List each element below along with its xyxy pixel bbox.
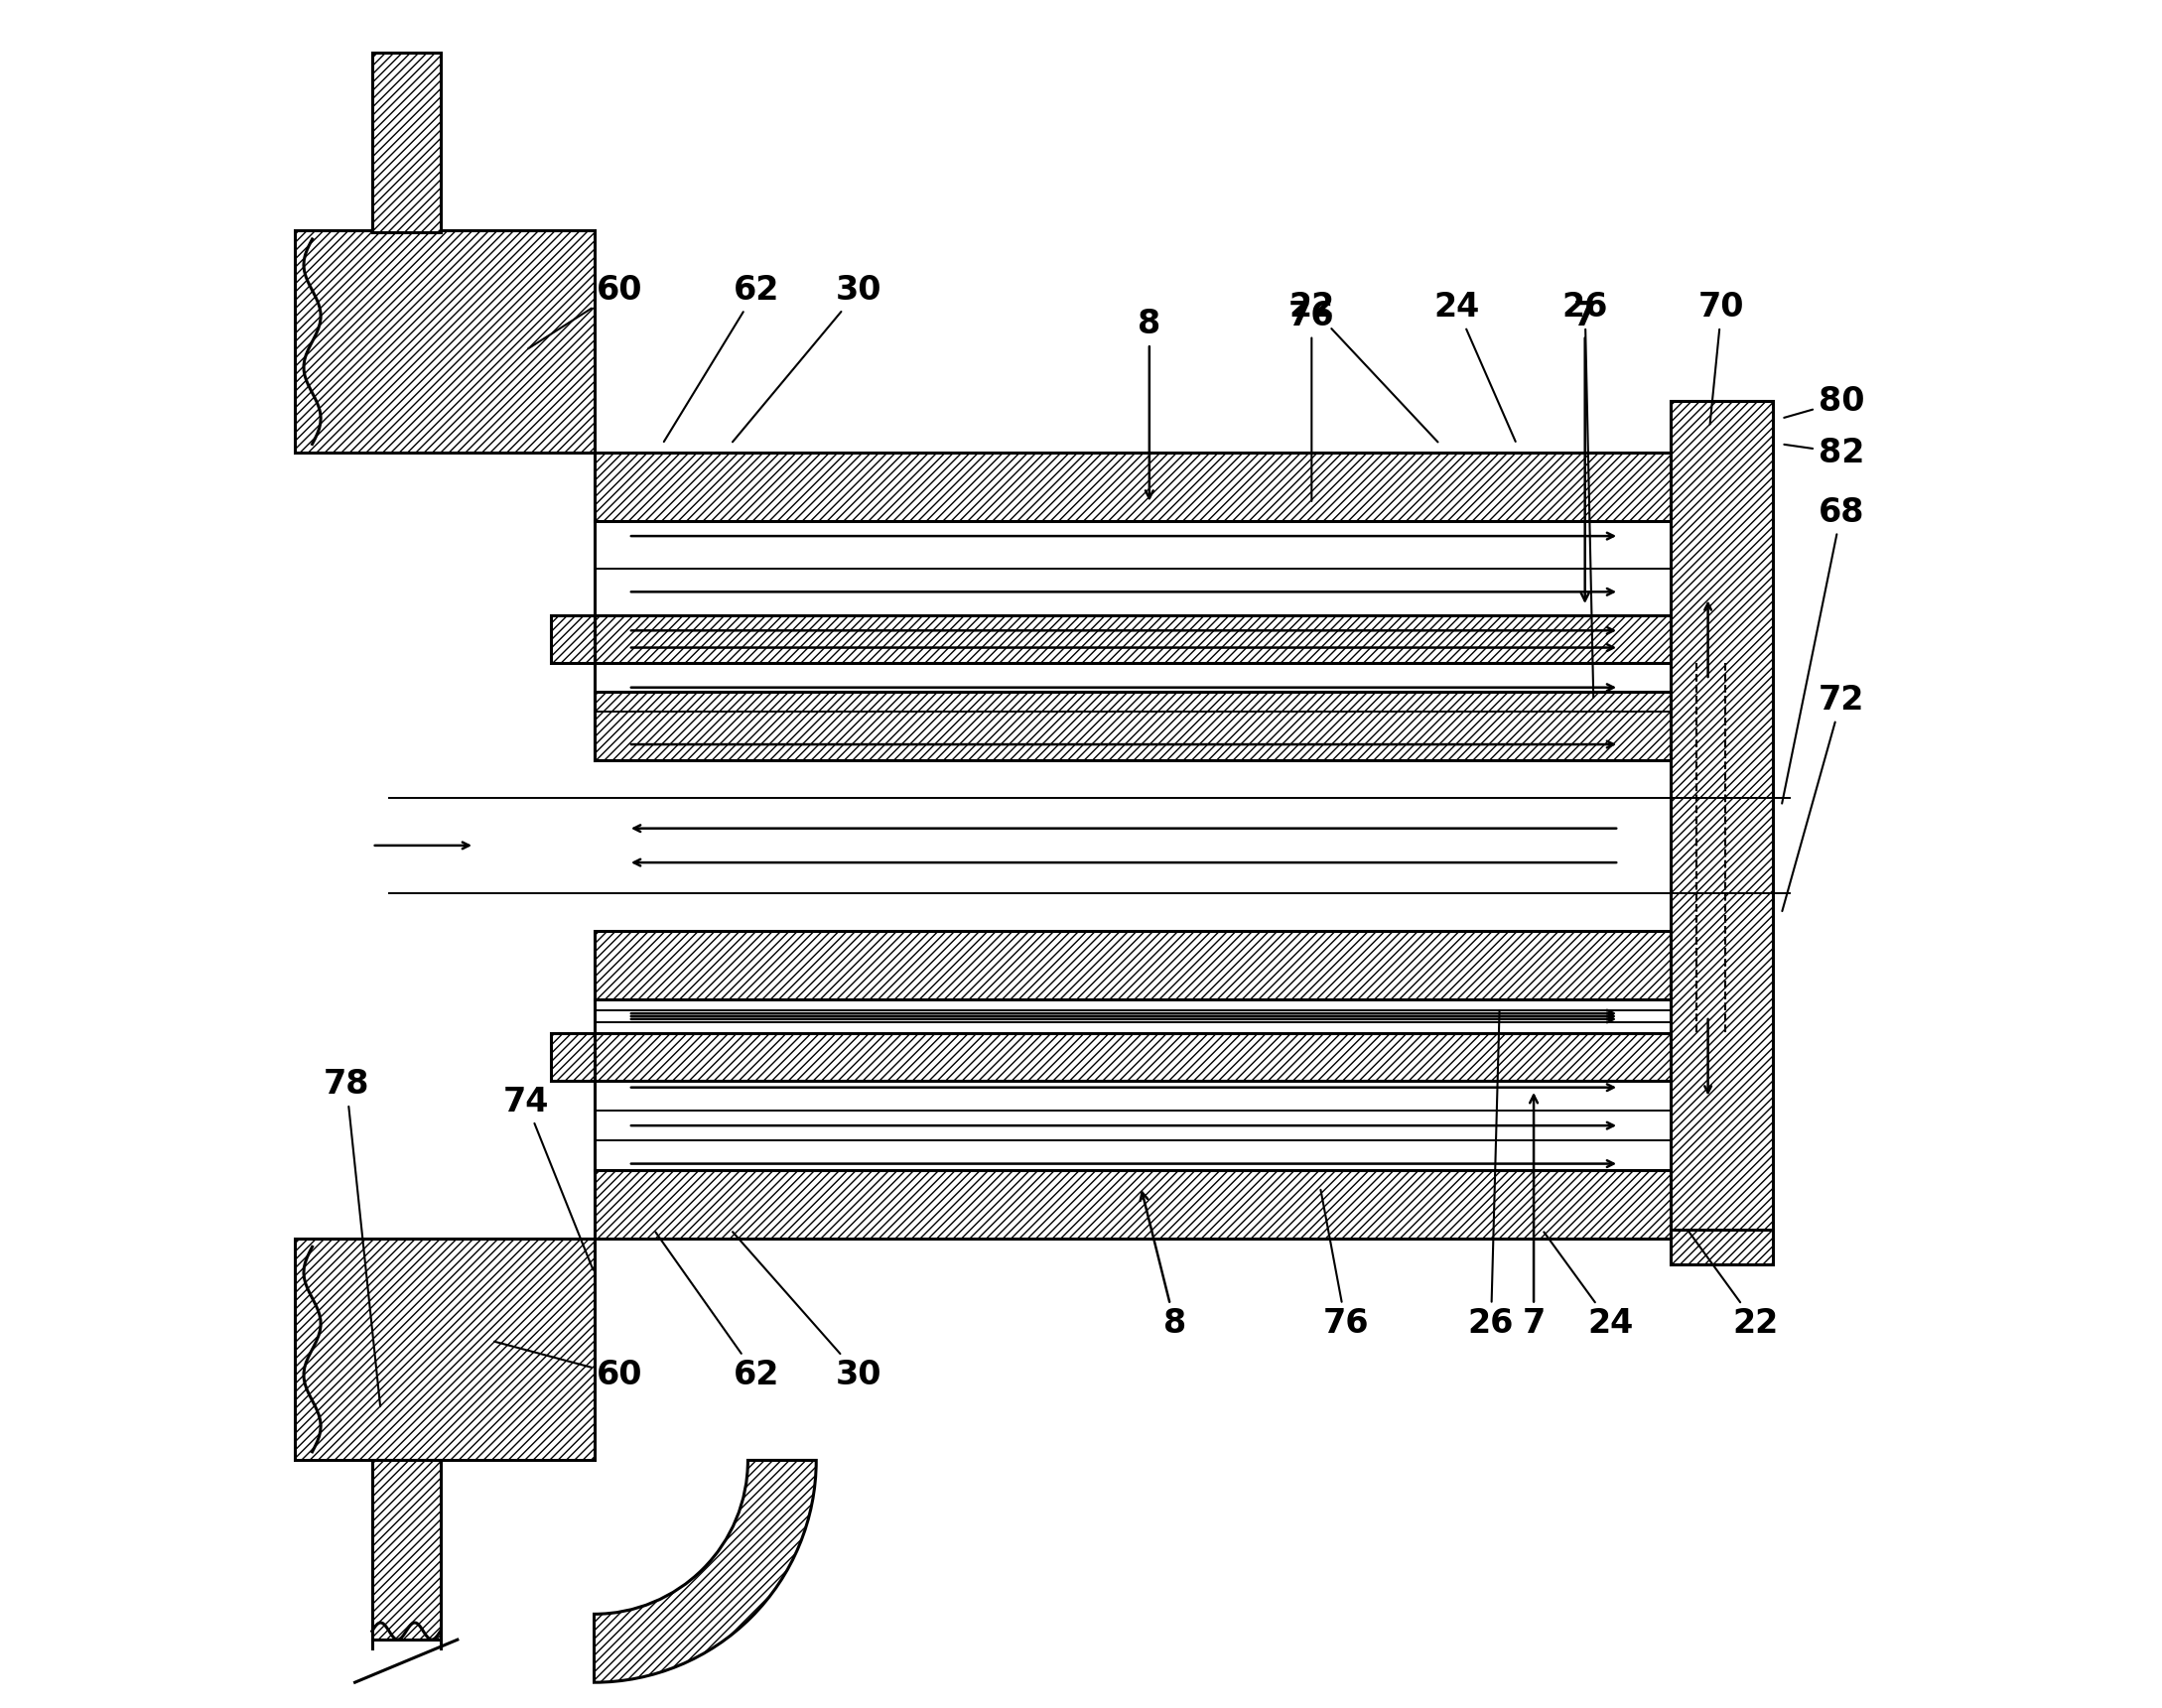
Text: 60: 60 — [495, 1341, 642, 1392]
Text: 76: 76 — [1321, 1190, 1369, 1341]
Text: 7: 7 — [1522, 1095, 1546, 1341]
Bar — [595, 1170, 1671, 1238]
Bar — [1671, 1230, 1773, 1264]
Bar — [296, 1238, 595, 1460]
Bar — [551, 1033, 595, 1081]
Wedge shape — [372, 231, 595, 453]
Bar — [372, 53, 441, 232]
Text: 62: 62 — [655, 1231, 780, 1392]
Text: 8: 8 — [1137, 307, 1161, 499]
Text: 7: 7 — [1574, 299, 1596, 601]
Text: 30: 30 — [733, 273, 882, 442]
Bar — [296, 231, 595, 453]
Bar — [227, 798, 1935, 893]
Bar — [595, 999, 1671, 1081]
Bar — [595, 453, 1671, 521]
Text: 22: 22 — [1689, 1231, 1779, 1341]
Text: 72: 72 — [1781, 683, 1864, 910]
Bar — [595, 931, 1671, 999]
Text: 62: 62 — [664, 273, 780, 442]
Bar — [595, 615, 1671, 760]
Text: 26: 26 — [1468, 1011, 1513, 1341]
Bar — [595, 692, 1671, 760]
Text: 60: 60 — [528, 273, 642, 348]
Text: 74: 74 — [504, 1085, 592, 1271]
Bar — [1671, 401, 1773, 1264]
Text: 76: 76 — [1289, 299, 1334, 500]
Bar — [1671, 401, 1773, 453]
Bar — [551, 615, 595, 663]
Wedge shape — [595, 1460, 817, 1682]
Text: 22: 22 — [1289, 290, 1438, 442]
Text: 82: 82 — [1784, 436, 1864, 470]
Text: 80: 80 — [1784, 384, 1864, 418]
Text: 24: 24 — [1544, 1231, 1634, 1341]
Text: 24: 24 — [1433, 290, 1516, 442]
Bar — [595, 521, 1671, 663]
Text: 70: 70 — [1699, 290, 1745, 424]
Bar — [595, 1033, 1671, 1081]
Bar — [595, 615, 1671, 663]
Text: 68: 68 — [1781, 495, 1864, 803]
Text: 26: 26 — [1561, 290, 1609, 697]
Text: 8: 8 — [1139, 1192, 1187, 1341]
Text: 78: 78 — [324, 1068, 381, 1406]
Bar — [595, 1033, 1671, 1170]
Bar — [372, 1460, 441, 1640]
Text: 30: 30 — [733, 1231, 882, 1392]
